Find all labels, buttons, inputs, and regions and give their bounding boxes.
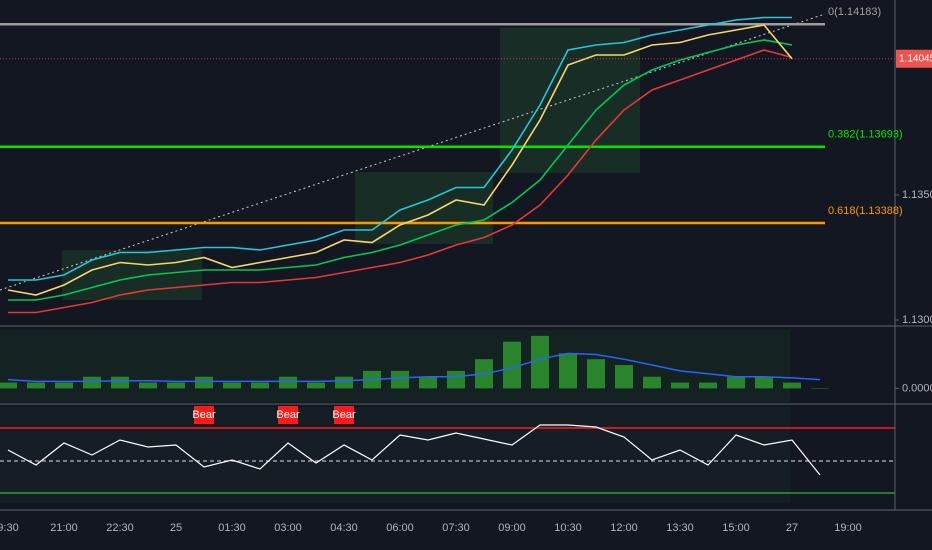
- series-line: [7, 24, 793, 296]
- x-tick-label: 06:00: [386, 522, 414, 534]
- histogram-bar: [447, 370, 465, 389]
- x-tick-label: 27: [786, 522, 798, 534]
- histogram-bar: [223, 382, 241, 389]
- range-box: [355, 172, 493, 244]
- x-tick-label: 10:30: [554, 522, 582, 534]
- histogram-bar: [671, 382, 689, 389]
- panel-shade: [0, 330, 790, 402]
- range-box: [62, 250, 202, 300]
- histogram-bar: [419, 376, 437, 389]
- level-label: 0.382(1.13693): [828, 129, 903, 141]
- x-tick-label: 03:00: [274, 522, 302, 534]
- x-tick-label: 19:00: [834, 522, 862, 534]
- histogram-bar: [55, 382, 73, 389]
- histogram-bar: [279, 376, 297, 389]
- histogram-bar: [811, 388, 829, 389]
- histogram-bar: [755, 376, 773, 389]
- histogram-bar: [251, 382, 269, 389]
- range-box: [500, 28, 640, 173]
- x-tick-label: 15:00: [722, 522, 750, 534]
- histogram-bar: [727, 376, 745, 389]
- series-line: [8, 16, 792, 281]
- histogram-bar: [587, 359, 605, 389]
- price-tag: [896, 49, 932, 68]
- series-line: [7, 352, 821, 383]
- series-line: [8, 39, 793, 301]
- y-tick-label: 1.13500: [902, 189, 932, 201]
- histogram-bar: [615, 365, 633, 389]
- level-label: 0(1.14183): [828, 6, 881, 18]
- x-tick-label: 09:00: [498, 522, 526, 534]
- histogram-bar: [195, 376, 213, 389]
- signal-label: Bear: [276, 409, 300, 421]
- histogram-bar: [139, 382, 157, 389]
- x-tick-label: 22:30: [106, 522, 134, 534]
- histogram-bar: [335, 376, 353, 389]
- histogram-bar: [503, 341, 521, 389]
- panel-shade: [0, 407, 790, 503]
- histogram-bar: [27, 382, 45, 389]
- histogram-bar: [307, 382, 325, 389]
- histogram-bar: [167, 382, 185, 389]
- level-label: 0.618(1.13388): [828, 205, 903, 217]
- trend-line: [0, 13, 826, 291]
- signal-marker: [334, 406, 354, 424]
- signal-label: Bear: [192, 409, 216, 421]
- histogram-bar: [531, 335, 549, 389]
- x-tick-label: 12:00: [610, 522, 638, 534]
- signal-marker: [278, 406, 298, 424]
- x-tick-label: 01:30: [218, 522, 246, 534]
- x-tick-label: 25: [170, 522, 182, 534]
- series-line: [7, 424, 821, 476]
- x-tick-label: 9:30: [0, 522, 19, 534]
- signal-label: Bear: [332, 409, 356, 421]
- histogram-bar: [0, 382, 17, 389]
- series-line: [8, 49, 793, 314]
- histogram-bar: [699, 382, 717, 389]
- price-tag-label: 1.14045: [899, 53, 932, 64]
- signal-marker: [194, 406, 214, 424]
- histogram-bar: [391, 370, 409, 389]
- histogram-bar: [83, 376, 101, 389]
- histogram-bar: [111, 376, 129, 389]
- y-tick-label: 0.0000: [902, 382, 932, 394]
- x-tick-label: 07:30: [442, 522, 470, 534]
- histogram-bar: [559, 353, 577, 389]
- x-tick-label: 04:30: [330, 522, 358, 534]
- x-tick-label: 13:30: [666, 522, 694, 534]
- histogram-bar: [643, 376, 661, 389]
- y-tick-label: 1.13000: [902, 314, 932, 326]
- x-tick-label: 21:00: [50, 522, 78, 534]
- histogram-bar: [783, 382, 801, 389]
